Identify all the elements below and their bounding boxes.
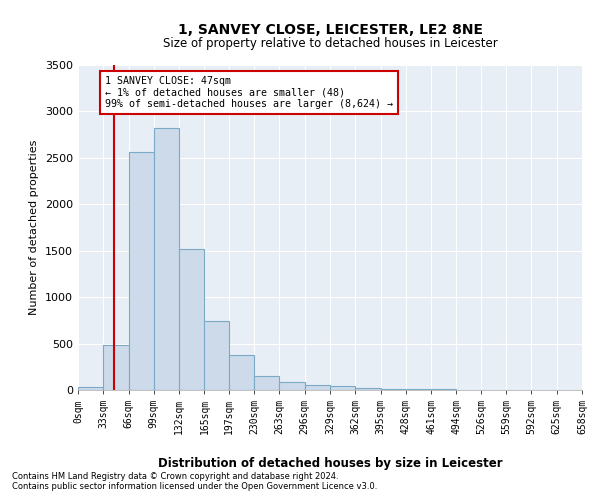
Bar [254,376,280,390]
Y-axis label: Number of detached properties: Number of detached properties [29,140,40,315]
Bar [280,382,305,390]
Bar [305,385,330,390]
Text: Size of property relative to detached houses in Leicester: Size of property relative to detached ho… [163,38,497,51]
Text: Contains public sector information licensed under the Open Government Licence v3: Contains public sector information licen… [12,482,377,491]
Bar [229,354,254,390]
Text: Contains HM Land Registry data © Crown copyright and database right 2024.: Contains HM Land Registry data © Crown c… [12,472,338,481]
Bar [154,128,179,390]
Bar [78,387,103,390]
Bar [128,152,154,390]
Bar [355,388,380,390]
Bar [205,322,229,390]
Bar [179,249,205,390]
Text: Distribution of detached houses by size in Leicester: Distribution of detached houses by size … [158,458,502,470]
Bar [330,386,355,390]
Bar [380,389,406,390]
Text: 1 SANVEY CLOSE: 47sqm
← 1% of detached houses are smaller (48)
99% of semi-detac: 1 SANVEY CLOSE: 47sqm ← 1% of detached h… [105,76,393,110]
Bar [103,346,128,390]
Text: 1, SANVEY CLOSE, LEICESTER, LE2 8NE: 1, SANVEY CLOSE, LEICESTER, LE2 8NE [178,22,482,36]
